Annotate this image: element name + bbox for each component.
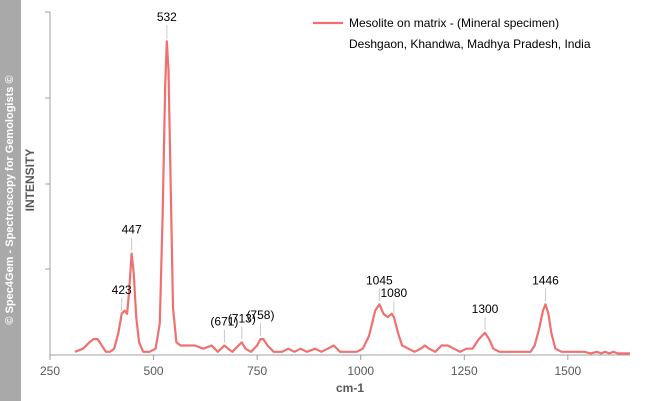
axis-titles: cm-1 INTENSITY [23, 149, 364, 395]
peak-label: 1045 [366, 273, 393, 287]
peak-label: (758) [246, 308, 274, 322]
series-line [74, 40, 630, 355]
x-tick-label: 500 [144, 364, 164, 378]
y-axis-title: INTENSITY [23, 149, 37, 212]
chart-series [74, 40, 630, 355]
chart-ticks: 250 500 750 1000 1250 1500 [40, 11, 582, 378]
x-axis-title: cm-1 [336, 381, 364, 395]
peak-label: 1300 [472, 302, 499, 316]
x-tick-label: 250 [40, 364, 60, 378]
peak-label: (713) [228, 311, 256, 325]
x-tick-label: 1500 [555, 364, 582, 378]
peak-label: 532 [157, 10, 177, 24]
watermark-band: © Spec4Gem - Spectroscopy for Gemologist… [0, 0, 21, 401]
legend-series-name: Mesolite on matrix - (Mineral specimen) [349, 16, 559, 30]
legend-series-subtitle: Deshgaon, Khandwa, Madhya Pradesh, India [349, 37, 591, 51]
peak-label: 447 [122, 223, 142, 237]
x-tick-label: 750 [247, 364, 267, 378]
x-tick-label: 1000 [347, 364, 374, 378]
x-tick-label: 1250 [451, 364, 478, 378]
peak-label: (671) [210, 314, 238, 328]
peak-label: 1080 [381, 286, 408, 300]
peak-label: 1446 [532, 273, 559, 287]
peak-label: 423 [112, 283, 132, 297]
chart-legend: Mesolite on matrix - (Mineral specimen) D… [313, 16, 591, 51]
chart-axes [49, 12, 630, 356]
